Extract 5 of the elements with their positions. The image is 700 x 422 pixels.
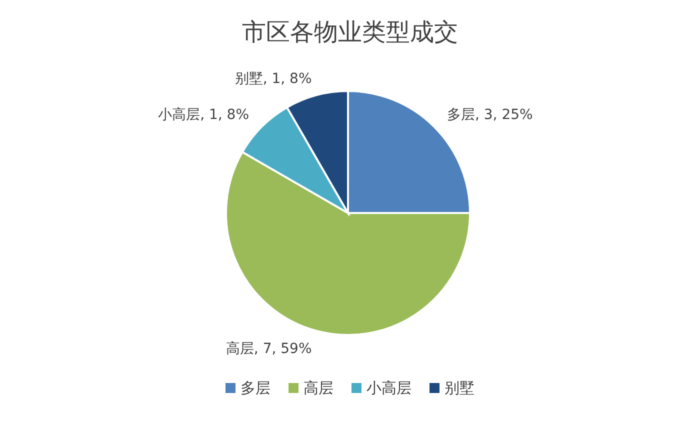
title: 市区各物业类型成交 — [242, 18, 458, 46]
legend-label: 高层 — [304, 379, 334, 397]
legend-label: 小高层 — [366, 379, 412, 397]
legend-label: 多层 — [240, 379, 270, 397]
legend-label: 别墅 — [444, 379, 474, 397]
